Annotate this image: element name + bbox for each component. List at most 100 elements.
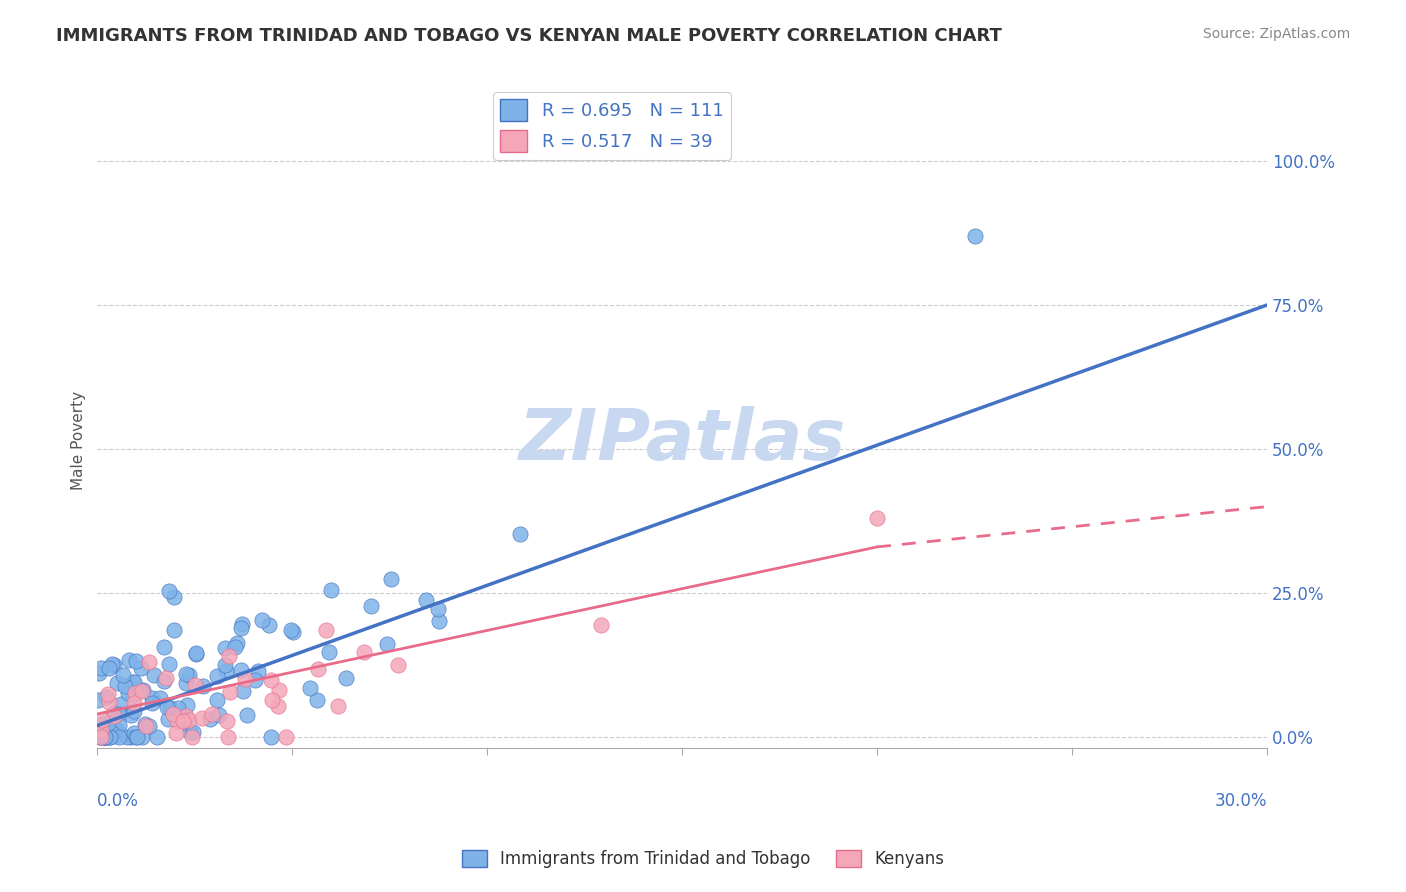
Point [247,664,270,678]
Point [866,511,889,525]
Point [179,725,201,739]
Point [162,706,184,721]
Point [94,730,117,744]
Point [155,672,177,686]
Point [260,673,283,687]
Point [110,697,132,711]
Point [174,666,197,681]
Point [181,724,204,739]
Point [96,730,118,744]
Point [259,618,281,632]
Point [97,687,120,701]
Point [963,229,986,244]
Point [111,667,134,681]
Point [94,730,117,744]
Point [214,641,236,656]
Point [122,675,145,690]
Point [121,688,143,702]
Point [315,623,337,637]
Point [260,730,283,744]
Y-axis label: Male Poverty: Male Poverty [72,391,86,490]
Point [89,666,111,681]
Point [87,693,110,707]
Point [307,662,329,676]
Point [118,652,141,666]
Point [105,728,128,742]
Point [155,700,177,714]
Point [97,695,120,709]
Point [201,707,224,722]
Point [103,708,125,723]
Point [184,677,207,691]
Point [153,640,176,654]
Point [120,707,142,722]
Point [426,602,449,616]
Point [174,708,197,723]
Point [108,706,131,721]
Point [122,704,145,718]
Point [173,715,195,730]
Point [101,657,124,671]
Point [107,717,129,731]
Point [427,614,450,628]
Point [129,682,152,697]
Point [231,617,253,632]
Point [103,657,125,672]
Point [122,726,145,740]
Point [124,686,146,700]
Point [321,582,343,597]
Point [224,640,246,655]
Text: 30.0%: 30.0% [1215,791,1267,810]
Point [218,648,240,663]
Point [101,726,124,740]
Point [184,646,207,660]
Point [108,730,131,744]
Point [103,706,125,720]
Point [125,730,148,744]
Point [589,618,612,632]
Point [97,716,120,731]
Point [90,660,112,674]
Point [186,647,208,661]
Point [93,730,115,744]
Point [131,730,153,744]
Point [91,716,114,731]
Point [180,730,202,744]
Point [229,663,252,677]
Point [132,682,155,697]
Point [91,729,114,743]
Point [138,655,160,669]
Point [163,624,186,638]
Point [380,572,402,586]
Point [179,713,201,727]
Point [250,614,273,628]
Point [165,726,187,740]
Point [198,712,221,726]
Point [162,590,184,604]
Point [125,654,148,668]
Point [236,707,259,722]
Point [90,714,112,728]
Point [217,730,239,744]
Text: ZIPatlas: ZIPatlas [519,406,846,475]
Point [415,593,437,607]
Point [276,730,298,744]
Point [121,675,143,690]
Point [159,583,181,598]
Point [177,668,200,682]
Point [267,698,290,713]
Point [166,714,188,728]
Point [156,712,179,726]
Point [190,711,212,725]
Point [229,621,252,635]
Point [283,624,305,639]
Text: Source: ZipAtlas.com: Source: ZipAtlas.com [1202,27,1350,41]
Point [98,730,121,744]
Point [89,730,111,744]
Point [387,657,409,672]
Point [105,723,128,738]
Point [335,671,357,685]
Point [218,685,240,699]
Point [262,692,284,706]
Point [193,679,215,693]
